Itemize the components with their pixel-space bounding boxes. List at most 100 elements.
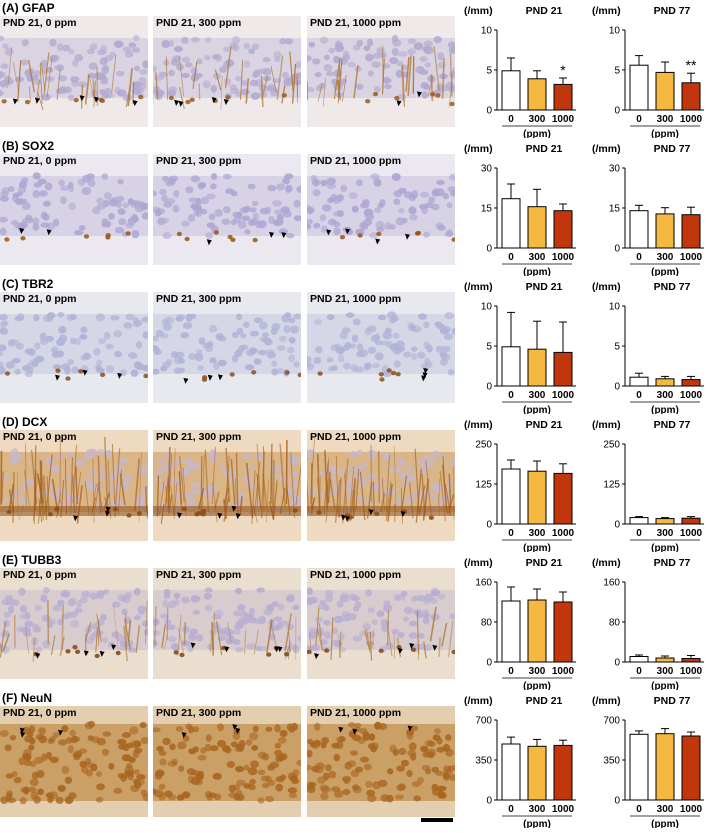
micrograph-image [0,430,148,541]
y-unit-label: (/mm) [464,557,493,569]
chart-title: PND 21 [526,695,563,707]
panel-title: (F) NeuN [2,691,52,705]
micrograph: PND 21, 1000 ppm [307,154,455,265]
bar-0-ppm [502,71,520,110]
x-tick-label: 0 [636,114,642,125]
x-tick-label: 300 [657,252,674,263]
y-tick-label: 10 [609,302,621,313]
y-unit-label: (/mm) [592,695,621,707]
micrograph-label: PND 21, 0 ppm [3,707,77,719]
micrograph-label: PND 21, 1000 ppm [310,569,401,581]
bar-300-ppm [656,734,674,800]
y-tick-label: 0 [614,658,620,669]
bar-0-ppm [630,657,648,663]
micrograph-image [307,430,455,541]
chart-title: PND 77 [654,695,691,707]
micrograph: PND 21, 1000 ppm [307,568,455,679]
bar-0-ppm [502,347,520,386]
bar-300-ppm [656,379,674,386]
bar-1000-ppm [682,518,700,524]
x-axis-label: (ppm) [651,819,679,828]
y-unit-label: (/mm) [464,5,493,17]
micrograph-label: PND 21, 1000 ppm [310,707,401,719]
micrograph: PND 21, 300 ppm [153,430,301,541]
x-axis-label: (ppm) [651,681,679,690]
scale-bar [421,818,453,822]
x-axis-label: (ppm) [651,267,679,276]
x-axis-label: (ppm) [523,405,551,414]
bar-0-ppm [630,518,648,524]
x-tick-label: 1000 [680,252,703,263]
x-tick-label: 1000 [680,666,703,677]
y-tick-label: 350 [475,756,492,767]
y-tick-label: 15 [609,204,621,215]
bar-300-ppm [528,79,546,110]
micrograph: PND 21, 300 ppm [153,568,301,679]
micrograph-image [307,154,455,265]
x-tick-label: 1000 [552,666,575,677]
micrograph-image [0,292,148,403]
panel-title: (E) TUBB3 [2,553,61,567]
x-tick-label: 300 [657,666,674,677]
y-tick-label: 15 [481,204,493,215]
x-tick-label: 300 [657,114,674,125]
x-tick-label: 1000 [552,804,575,815]
x-axis-label: (ppm) [523,819,551,828]
chart-title: PND 21 [526,143,563,155]
bar-0-ppm [630,734,648,800]
panel-title: (A) GFAP [2,1,55,15]
x-axis-label: (ppm) [523,681,551,690]
micrograph-label: PND 21, 300 ppm [156,707,241,719]
micrograph: PND 21, 300 ppm [153,154,301,265]
bar-1000-ppm [554,352,572,386]
y-tick-label: 0 [614,382,620,393]
bar-300-ppm [528,207,546,248]
micrograph-image [0,154,148,265]
micrograph-image [153,430,301,541]
x-tick-label: 1000 [680,114,703,125]
micrograph-image [153,292,301,403]
y-tick-label: 125 [475,480,492,491]
x-tick-label: 0 [636,390,642,401]
y-tick-label: 10 [481,26,493,37]
y-tick-label: 5 [614,66,620,77]
y-unit-label: (/mm) [464,695,493,707]
y-tick-label: 10 [609,26,621,37]
y-unit-label: (/mm) [464,419,493,431]
micrograph-label: PND 21, 300 ppm [156,155,241,167]
micrograph-image [0,706,148,817]
chart-title: PND 21 [526,5,563,17]
x-tick-label: 0 [508,114,514,125]
micrograph: PND 21, 0 ppm [0,706,148,817]
x-tick-label: 1000 [680,804,703,815]
x-tick-label: 300 [529,252,546,263]
y-tick-label: 160 [603,578,620,589]
x-tick-label: 300 [657,528,674,539]
x-tick-label: 0 [508,666,514,677]
y-tick-label: 0 [486,382,492,393]
micrograph-image [153,706,301,817]
chart-title: PND 21 [526,557,563,569]
x-tick-label: 1000 [680,528,703,539]
y-tick-label: 30 [481,164,493,175]
micrograph-image [307,706,455,817]
y-unit-label: (/mm) [464,143,493,155]
micrograph: PND 21, 300 ppm [153,16,301,127]
x-tick-label: 1000 [552,390,575,401]
micrograph: PND 21, 0 ppm [0,154,148,265]
bar-0-ppm [630,211,648,248]
x-tick-label: 300 [529,390,546,401]
x-tick-label: 1000 [552,252,575,263]
micrograph-label: PND 21, 0 ppm [3,155,77,167]
